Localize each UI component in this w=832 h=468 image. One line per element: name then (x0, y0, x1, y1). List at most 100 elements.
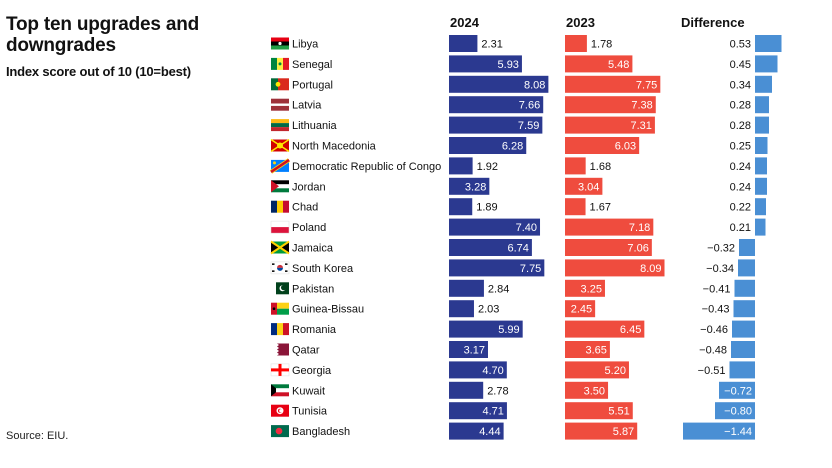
value-label-2023: 6.03 (615, 141, 636, 153)
value-label-difference: 0.24 (730, 181, 751, 193)
flag-part (277, 343, 289, 356)
chart-row: Bangladesh 4.44 5.87 −1.44 (271, 422, 755, 440)
jamaica-flag (270, 240, 290, 255)
chart-row: Qatar 3.17 3.65 −0.48 (271, 341, 755, 358)
bar-2024 (449, 137, 527, 154)
chart-row: Poland 7.40 7.18 0.21 (270, 218, 766, 236)
lithuania-flag (271, 119, 289, 132)
bar-2024 (449, 218, 541, 236)
bar-difference (755, 75, 772, 93)
flag-part (278, 62, 282, 66)
value-label-difference: −0.43 (702, 304, 730, 316)
bar-difference (683, 422, 755, 440)
bar-2024 (449, 279, 484, 297)
value-label-difference: 0.53 (730, 39, 751, 51)
value-label-2023: 7.18 (629, 222, 650, 234)
value-label-difference: 0.25 (730, 141, 751, 153)
flag-part (272, 270, 275, 272)
bar-2023 (565, 422, 638, 440)
flag-part (271, 227, 289, 234)
value-label-2024: 7.59 (518, 120, 539, 132)
libya-flag (271, 37, 289, 50)
kuwait-flag (271, 384, 289, 397)
country-label: Guinea-Bissau (292, 304, 364, 316)
chart-row: Portugal 8.08 7.75 0.34 (271, 75, 772, 93)
value-label-2023: 3.25 (581, 283, 602, 295)
bar-2024 (449, 75, 549, 93)
bar-2023 (565, 96, 656, 114)
value-label-2024: 6.74 (507, 243, 528, 255)
flag-part (270, 261, 290, 275)
flag-part (271, 45, 289, 50)
flag-part (271, 388, 289, 393)
value-label-difference: −0.51 (698, 365, 726, 377)
bar-2024 (449, 177, 490, 195)
flag-part (271, 119, 289, 124)
bar-difference (755, 218, 766, 236)
bar-difference (732, 320, 755, 338)
flag-part (281, 285, 287, 291)
bar-2023 (565, 341, 610, 358)
flag-part (271, 221, 289, 228)
value-label-2024: 4.71 (483, 406, 504, 418)
value-label-difference: −0.80 (724, 406, 752, 418)
bar-2023 (565, 137, 640, 154)
bar-2024 (449, 361, 507, 379)
bar-difference (755, 157, 767, 175)
chart-row: Georgia 4.70 5.20 −0.51 (270, 361, 755, 379)
chart-row: Lithuania 7.59 7.31 0.28 (271, 116, 769, 134)
flag-part (283, 200, 289, 213)
chart-row: Kuwait 2.78 3.50 −0.72 (271, 381, 755, 399)
flag-part (271, 188, 289, 193)
flag-part (277, 264, 283, 268)
flag-part (277, 308, 289, 315)
bar-2024 (449, 35, 478, 52)
flag-part (273, 161, 276, 165)
bar-2024 (449, 239, 532, 256)
bar-2023 (565, 239, 652, 256)
chart-row: Democratic Republic of Congo 1.92 1.68 0.24 (269, 157, 767, 175)
country-label: Portugal (292, 79, 333, 91)
bar-2024 (449, 55, 522, 73)
country-label: Chad (292, 202, 318, 214)
bar-difference (755, 35, 782, 52)
value-label-difference: 0.28 (730, 120, 751, 132)
value-label-2024: 3.28 (465, 181, 486, 193)
flag-part (277, 352, 279, 356)
value-label-2023: 7.75 (636, 79, 657, 91)
bar-2023 (565, 35, 587, 52)
chart-row: Latvia 7.66 7.38 0.28 (271, 96, 769, 114)
chart-row: Jordan 3.28 3.04 0.24 (271, 177, 767, 195)
georgia-flag (270, 363, 290, 377)
bar-2024 (449, 96, 544, 114)
bar-2023 (565, 320, 645, 338)
flag-part (277, 302, 289, 309)
flag-part (271, 103, 289, 106)
value-label-2023: 3.65 (585, 345, 606, 357)
chart-row: Chad 1.89 1.67 0.22 (271, 198, 766, 216)
country-label: Tunisia (292, 406, 328, 418)
flag-part (271, 323, 277, 336)
value-label-2024: 2.78 (487, 385, 508, 397)
value-label-2024: 4.44 (479, 426, 500, 438)
chart-title: Top ten upgrades and downgrades (6, 14, 200, 56)
chad-flag (271, 200, 289, 213)
value-label-2024: 7.75 (520, 263, 541, 275)
bar-2023 (565, 198, 586, 216)
bar-2023 (565, 116, 655, 134)
bar-2024 (449, 402, 507, 420)
flag-part (270, 138, 290, 153)
bar-difference (755, 137, 768, 154)
jordan-flag (271, 180, 289, 193)
value-label-difference: −0.41 (703, 283, 731, 295)
flag-part (283, 57, 289, 70)
flag-part (271, 180, 289, 185)
romania-flag (271, 323, 289, 336)
value-label-2024: 1.89 (476, 202, 497, 214)
value-label-2023: 7.38 (631, 100, 652, 112)
country-label: Latvia (292, 100, 322, 112)
country-label: Bangladesh (292, 426, 350, 438)
chart-subtitle: Index score out of 10 (10=best) (6, 64, 191, 79)
flag-part (279, 409, 283, 413)
